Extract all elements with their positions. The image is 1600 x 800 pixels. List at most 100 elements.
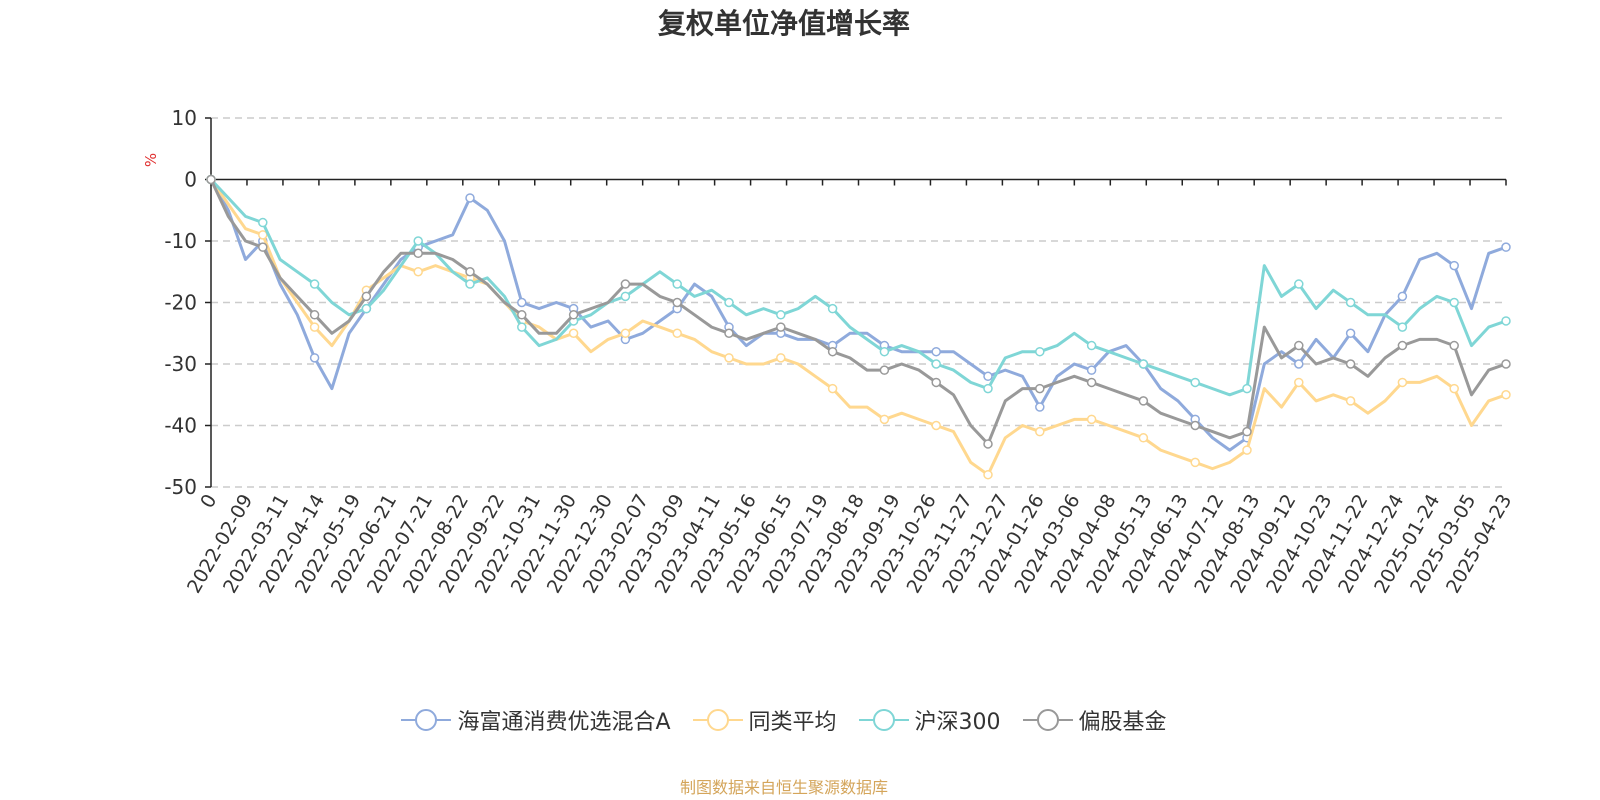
data-point bbox=[413, 267, 423, 277]
legend-item[interactable]: 海富通消费优选混合A bbox=[401, 704, 671, 736]
legend-label: 海富通消费优选混合A bbox=[457, 710, 671, 735]
data-point bbox=[1035, 402, 1045, 412]
data-point bbox=[724, 353, 734, 363]
y-tick-label: -40 bbox=[164, 414, 197, 438]
series-line bbox=[209, 178, 1507, 397]
data-point bbox=[672, 279, 682, 289]
data-point bbox=[465, 193, 475, 203]
data-point bbox=[309, 310, 320, 320]
data-point bbox=[206, 174, 216, 185]
legend-item[interactable]: 偏股基金 bbox=[1022, 704, 1167, 736]
data-point bbox=[724, 328, 734, 338]
legend-swatch-icon bbox=[401, 709, 452, 731]
y-tick-label: -20 bbox=[164, 291, 197, 315]
data-point bbox=[827, 383, 838, 394]
data-point bbox=[465, 279, 475, 289]
series-line bbox=[209, 178, 1507, 446]
data-point bbox=[1138, 359, 1149, 369]
legend-swatch-icon bbox=[692, 709, 743, 731]
data-point bbox=[1345, 396, 1356, 406]
data-point bbox=[827, 346, 838, 357]
data-point bbox=[1345, 359, 1356, 369]
data-point bbox=[1035, 426, 1045, 437]
data-point bbox=[983, 383, 993, 394]
data-point bbox=[258, 217, 268, 228]
legend: 海富通消费优选混合A 同类平均 沪深300 偏股基金 bbox=[0, 704, 1568, 736]
series-lines bbox=[206, 174, 1511, 480]
data-point bbox=[931, 420, 941, 431]
data-point bbox=[672, 297, 682, 308]
data-point bbox=[1501, 359, 1511, 369]
data-point bbox=[620, 328, 631, 338]
data-source-footer: 制图数据来自恒生聚源数据库 bbox=[679, 778, 888, 797]
data-point bbox=[879, 346, 890, 357]
y-tick-labels: 10 0 -10 -20 -30 -40 -50 bbox=[164, 106, 197, 499]
data-point bbox=[413, 236, 423, 246]
data-point bbox=[620, 291, 631, 302]
data-point bbox=[1449, 297, 1459, 308]
data-point bbox=[465, 267, 475, 277]
data-point bbox=[776, 353, 786, 363]
data-point bbox=[1345, 297, 1356, 308]
data-point bbox=[1345, 328, 1356, 338]
series-3 bbox=[206, 174, 1511, 449]
data-point bbox=[1449, 260, 1459, 271]
data-point bbox=[931, 377, 941, 388]
data-point bbox=[258, 242, 268, 252]
x-tick-label: 0 bbox=[196, 491, 221, 512]
data-point bbox=[1138, 433, 1149, 443]
series-1 bbox=[206, 174, 1511, 480]
data-point bbox=[1086, 377, 1097, 388]
y-tick-label: 10 bbox=[172, 106, 197, 130]
legend-label: 沪深300 bbox=[914, 710, 1001, 735]
data-point bbox=[568, 328, 579, 338]
y-tick-label: -10 bbox=[164, 229, 197, 253]
data-point bbox=[1449, 383, 1459, 394]
data-point bbox=[1190, 420, 1200, 431]
data-point bbox=[1294, 279, 1304, 289]
data-point bbox=[1397, 291, 1408, 302]
data-point bbox=[1501, 390, 1511, 400]
data-point bbox=[983, 439, 993, 449]
data-point bbox=[1397, 322, 1408, 332]
chart-title: 复权单位净值增长率 bbox=[657, 7, 910, 40]
data-point bbox=[1397, 340, 1408, 351]
data-point bbox=[258, 230, 268, 240]
series-2 bbox=[206, 174, 1511, 397]
y-tick-label: -30 bbox=[164, 352, 197, 376]
data-point bbox=[620, 279, 631, 289]
data-point bbox=[1242, 426, 1252, 437]
series-line bbox=[209, 178, 1507, 477]
data-point bbox=[1035, 383, 1045, 394]
data-point bbox=[517, 310, 527, 320]
data-point bbox=[1035, 346, 1045, 357]
legend-item[interactable]: 同类平均 bbox=[692, 704, 837, 736]
data-point bbox=[983, 371, 993, 382]
data-point bbox=[517, 322, 527, 332]
data-point bbox=[776, 310, 786, 320]
data-point bbox=[827, 303, 838, 314]
data-point bbox=[1086, 365, 1097, 375]
legend-item[interactable]: 沪深300 bbox=[858, 704, 1001, 736]
data-point bbox=[1397, 377, 1408, 388]
data-point bbox=[361, 303, 372, 314]
y-axis-label: % bbox=[142, 153, 160, 167]
data-point bbox=[1294, 359, 1304, 369]
data-point bbox=[1501, 242, 1511, 252]
data-point bbox=[1294, 377, 1304, 388]
data-point bbox=[983, 469, 993, 480]
data-point bbox=[1086, 414, 1097, 425]
data-point bbox=[1242, 383, 1252, 394]
x-tick-labels: 02022-02-092022-03-112022-04-142022-05-1… bbox=[183, 491, 1516, 598]
data-point bbox=[1449, 340, 1459, 351]
data-point bbox=[1501, 316, 1511, 326]
data-point bbox=[776, 322, 786, 332]
data-point bbox=[309, 353, 320, 363]
legend-swatch-icon bbox=[858, 709, 909, 731]
legend-label: 同类平均 bbox=[748, 710, 837, 735]
data-point bbox=[1086, 340, 1097, 351]
data-point bbox=[879, 414, 890, 425]
data-point bbox=[672, 328, 682, 338]
data-point bbox=[1190, 377, 1200, 388]
data-point bbox=[931, 359, 941, 369]
